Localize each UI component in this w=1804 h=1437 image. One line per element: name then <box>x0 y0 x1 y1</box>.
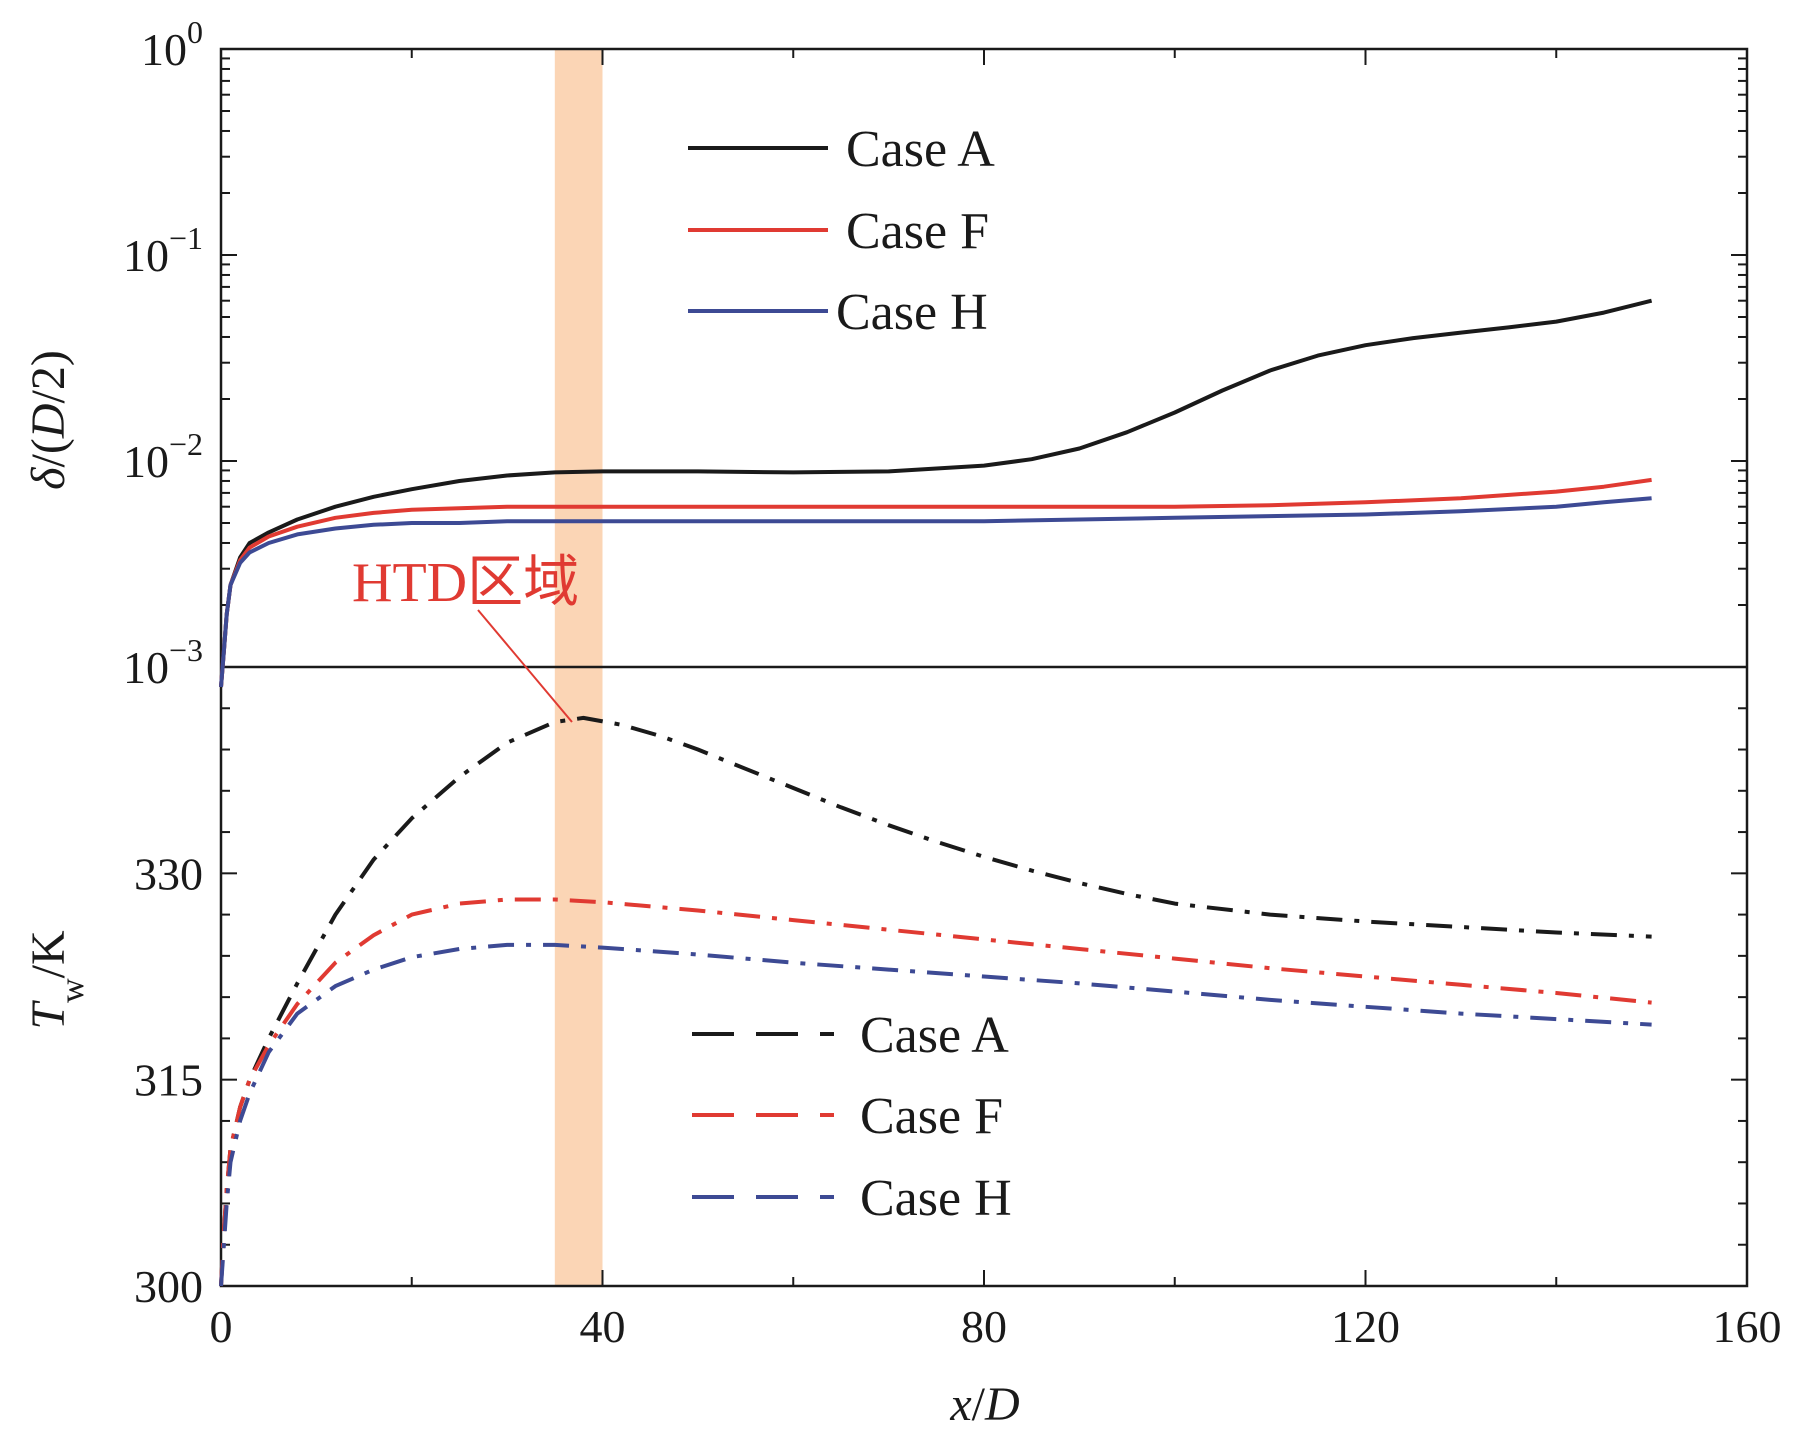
legend-label: Case H <box>836 284 988 341</box>
upper-series-group <box>219 298 1653 688</box>
lower-series-group <box>219 715 1652 1287</box>
lower-y-axis-label: Tw/K <box>22 930 91 1030</box>
htd-region-label: HTD区域 <box>352 552 579 614</box>
series-line-upper-case-a <box>219 298 1653 688</box>
lower-y-tick-label: 315 <box>134 1055 203 1106</box>
x-tick-label: 120 <box>1331 1301 1400 1352</box>
legend-label: Case A <box>846 121 995 178</box>
series-line-lower-case-h <box>219 942 1652 1287</box>
htd-annotation-leader <box>477 609 573 723</box>
x-tick-label: 160 <box>1713 1301 1782 1352</box>
lower-y-tick-label: 300 <box>134 1261 203 1312</box>
legend-label: Case A <box>860 1007 1009 1064</box>
upper-y-tick-label: 10−2 <box>123 426 203 487</box>
x-tick-label: 80 <box>961 1301 1007 1352</box>
upper-y-axis-label: δ/(D/2) <box>22 350 75 490</box>
upper-y-tick-label: 10−3 <box>123 632 203 693</box>
series-line-lower-case-f <box>219 897 1652 1287</box>
legend-label: Case F <box>846 203 989 260</box>
legend-label: Case H <box>860 1170 1012 1227</box>
series-line-upper-case-h <box>219 496 1652 688</box>
legend-label: Case F <box>860 1088 1003 1145</box>
lower-y-tick-label: 330 <box>134 848 203 899</box>
upper-y-tick-label: 100 <box>141 14 203 75</box>
lower-legend: Case A Case F Case H <box>692 1007 1012 1227</box>
x-tick-label: 40 <box>580 1301 626 1352</box>
x-tick-label: 0 <box>210 1301 233 1352</box>
lower-y-axis-ticks: 300 315 330 <box>134 666 1747 1312</box>
upper-y-axis-ticks: 100 10−1 10−2 10−3 <box>123 14 1747 693</box>
upper-y-tick-label: 10−1 <box>123 220 203 281</box>
x-axis-label: x/D <box>949 1378 1019 1431</box>
x-axis-ticks: 0 40 80 120 160 <box>210 49 1782 1352</box>
upper-legend: Case A Case F Case H <box>688 121 995 341</box>
series-line-upper-case-f <box>219 477 1652 688</box>
